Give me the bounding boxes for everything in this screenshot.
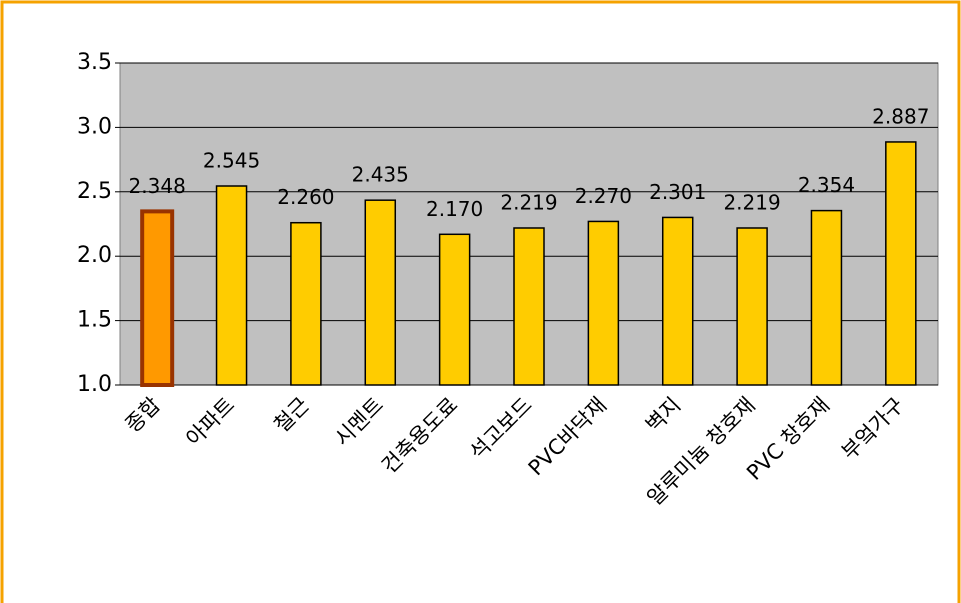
y-tick-label: 2.5	[77, 179, 112, 204]
bar	[215, 185, 248, 386]
y-tick-label: 3.5	[77, 50, 112, 75]
value-label: 2.435	[352, 163, 409, 187]
bar	[513, 227, 545, 386]
y-tick-label: 1.0	[77, 372, 112, 397]
value-label: 2.545	[203, 149, 260, 173]
value-label: 2.354	[798, 173, 855, 197]
bar	[736, 227, 768, 386]
bar	[438, 233, 471, 386]
bar	[587, 220, 620, 386]
y-tick-label: 3.0	[77, 114, 112, 139]
bar	[885, 141, 917, 386]
value-label: 2.219	[723, 190, 780, 214]
bar	[661, 216, 694, 386]
value-label: 2.219	[500, 190, 557, 214]
value-label: 2.260	[277, 185, 334, 209]
value-label: 2.887	[872, 104, 929, 128]
y-tick-label: 1.5	[77, 308, 112, 333]
value-label: 2.301	[649, 180, 706, 204]
bar	[810, 209, 843, 386]
bar	[140, 209, 175, 387]
value-label: 2.270	[575, 184, 632, 208]
bar	[290, 221, 322, 386]
y-tick-label: 2.0	[77, 243, 112, 268]
bar	[364, 199, 397, 386]
value-label: 2.170	[426, 197, 483, 221]
value-label: 2.348	[129, 174, 186, 198]
